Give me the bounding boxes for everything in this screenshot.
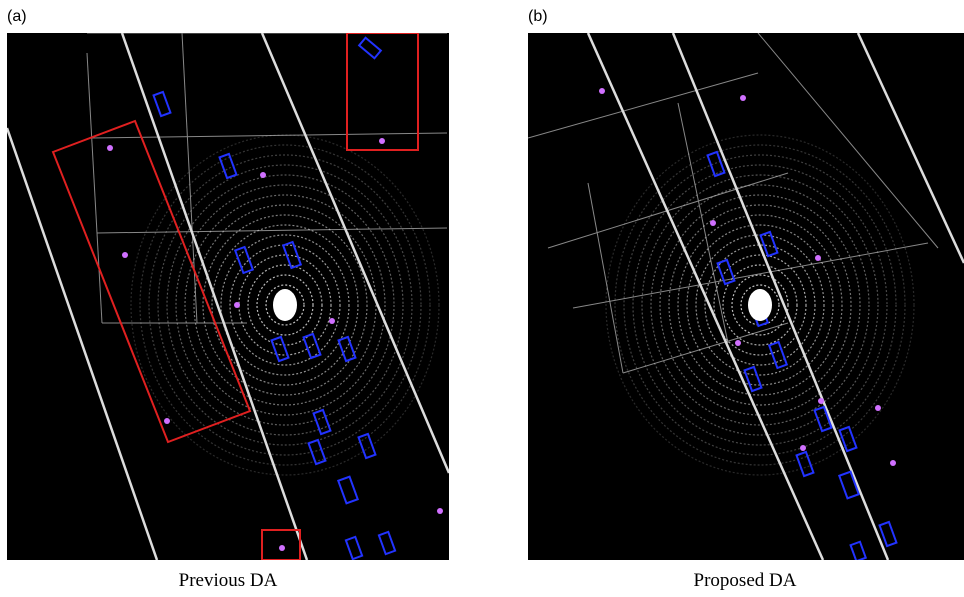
road-edges: [588, 33, 964, 560]
highlight-regions: [53, 33, 418, 560]
ego-vehicle: [748, 289, 772, 321]
lidar-view: [7, 33, 449, 560]
points: [107, 138, 443, 551]
grid: [87, 33, 447, 323]
panel-label: (b): [528, 8, 548, 26]
panel-caption: Previous DA: [78, 570, 378, 592]
lidar-view: [528, 33, 964, 560]
panel-label: (a): [7, 8, 27, 26]
figure: {"panels": [{"label": "(a)", "caption": …: [0, 0, 964, 597]
ego-vehicle: [273, 289, 297, 321]
road-edges: [7, 33, 449, 560]
panel-caption: Proposed DA: [595, 570, 895, 592]
